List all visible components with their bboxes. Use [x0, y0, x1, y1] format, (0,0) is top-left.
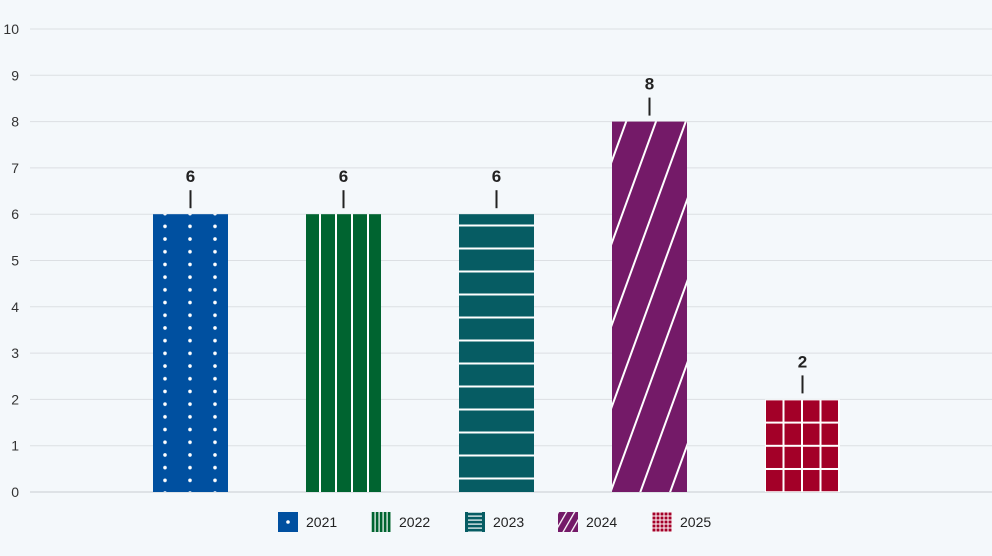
y-tick-label: 5	[11, 253, 19, 269]
legend-item-2024[interactable]: 2024	[558, 512, 617, 532]
legend-swatch	[371, 512, 391, 532]
bar-2022	[306, 214, 381, 492]
data-label-2023: 6	[492, 167, 501, 186]
y-tick-label: 9	[11, 67, 19, 83]
data-label-2022: 6	[339, 167, 348, 186]
legend: 2021 2022 2023 2024 2025	[278, 512, 711, 532]
y-tick-label: 7	[11, 160, 19, 176]
legend-label: 2022	[399, 514, 430, 530]
y-tick-label: 2	[11, 391, 19, 407]
y-tick-label: 1	[11, 438, 19, 454]
data-label-2024: 8	[645, 75, 654, 94]
legend-item-2023[interactable]: 2023	[465, 512, 524, 532]
bar-2025	[765, 399, 840, 492]
legend-label: 2023	[493, 514, 524, 530]
y-tick-label: 10	[3, 21, 19, 37]
legend-item-2021[interactable]: 2021	[278, 512, 337, 532]
data-labels: 6 6 6 8 2	[186, 75, 807, 394]
bars	[153, 121, 840, 492]
legend-swatch	[558, 512, 578, 532]
data-label-2021: 6	[186, 167, 195, 186]
legend-swatch	[652, 512, 672, 532]
bar-2021	[153, 214, 228, 492]
legend-item-2025[interactable]: 2025	[652, 512, 711, 532]
legend-label: 2024	[586, 514, 617, 530]
bar-2023	[459, 214, 534, 492]
y-tick-label: 3	[11, 345, 19, 361]
legend-swatch	[278, 512, 298, 532]
y-tick-label: 4	[11, 299, 19, 315]
bar-2024	[612, 121, 687, 492]
data-label-2025: 2	[798, 352, 807, 371]
legend-swatch	[465, 512, 485, 532]
y-tick-label: 0	[11, 484, 19, 500]
legend-label: 2025	[680, 514, 711, 530]
legend-label: 2021	[306, 514, 337, 530]
y-tick-label: 6	[11, 206, 19, 222]
legend-item-2022[interactable]: 2022	[371, 512, 430, 532]
y-tick-label: 8	[11, 114, 19, 130]
